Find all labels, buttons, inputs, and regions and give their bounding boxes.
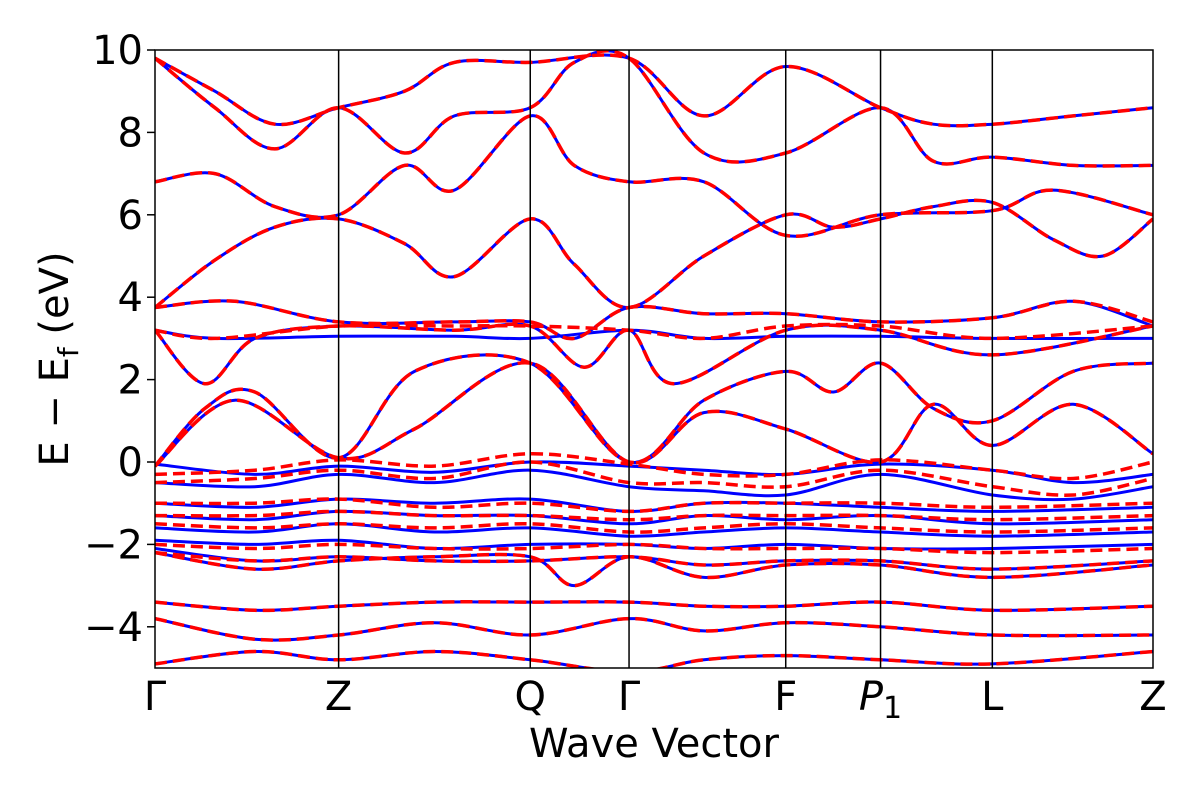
dashed-band-line (155, 460, 1153, 497)
dashed-band-line (155, 509, 1153, 522)
dashed-band-line (155, 353, 1153, 468)
dashed-band-line (155, 50, 1153, 168)
y-tick-label: 2 (118, 358, 143, 404)
x-tick-label: Γ (144, 674, 167, 720)
dashed-band-line (155, 497, 1153, 514)
plot-frame (154, 49, 1154, 669)
y-tick-label: 6 (118, 193, 143, 239)
dashed-band-line (155, 550, 1153, 588)
x-tick-label: F (774, 674, 797, 720)
y-tick-label: −4 (84, 605, 143, 651)
series-dashed (155, 50, 1153, 668)
bands-group (155, 50, 1153, 668)
dashed-band-line (155, 521, 1153, 534)
x-axis-label: Wave Vector (529, 721, 780, 767)
high-symmetry-lines (337, 50, 994, 668)
dashed-band-line (155, 114, 1153, 239)
y-axis-label-subscript: f (52, 346, 85, 357)
dashed-band-line (155, 616, 1153, 642)
y-axis-label-main: E − E (32, 357, 78, 467)
x-tick-label: P1 (859, 674, 902, 726)
dashed-band-line (155, 53, 1153, 128)
solid-band-line (155, 50, 1153, 168)
x-tick-label: Z (1139, 674, 1166, 720)
dashed-band-line (155, 542, 1153, 555)
y-tick-label: 0 (118, 440, 143, 486)
x-tick-label: Γ (618, 674, 641, 720)
x-axis-ticks: Γ Z Q Γ F P1 L Z (144, 674, 1167, 726)
x-tick-label: Q (515, 674, 546, 720)
solid-band-line (155, 114, 1153, 238)
x-tick-label: Z (325, 674, 352, 720)
y-tick-label: 4 (118, 275, 143, 321)
y-tick-label: 8 (118, 110, 143, 156)
dashed-band-line (155, 649, 1153, 668)
dashed-band-line (155, 322, 1153, 386)
y-tick-label: 10 (92, 28, 143, 74)
y-axis-ticks: 10 8 6 4 2 0 −2 −4 (84, 28, 155, 651)
solid-band-line (155, 649, 1153, 668)
solid-band-line (155, 468, 1153, 502)
y-axis-label: E − Ef (eV) (32, 251, 85, 466)
y-tick-label: −2 (84, 522, 143, 568)
dashed-band-line (155, 452, 1153, 481)
y-axis-label-unit: (eV) (32, 251, 78, 347)
x-tick-label: L (981, 674, 1004, 720)
